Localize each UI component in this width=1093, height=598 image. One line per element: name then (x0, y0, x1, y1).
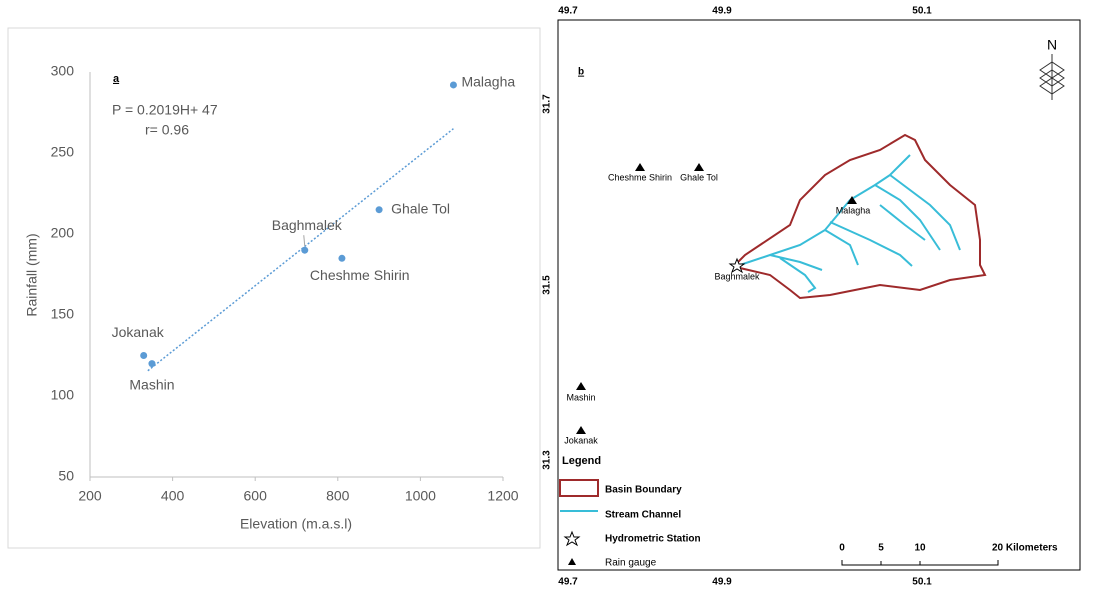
legend: Legend Basin Boundary Stream Channel Hyd… (559, 455, 701, 569)
legend-swatch (568, 558, 576, 565)
scale-line (841, 560, 999, 566)
scale-label: 20 Kilometers (992, 543, 1058, 554)
gauge-label: Jokanak (564, 435, 598, 445)
scale-bar: 0 5 10 20 Kilometers (839, 543, 1058, 566)
gauge (635, 163, 645, 171)
point (140, 352, 148, 359)
scale-label: 5 (878, 543, 884, 554)
x-tick-label: 1000 (405, 488, 436, 504)
point (449, 81, 457, 89)
gauge (576, 426, 586, 434)
y-tick-label: 50 (58, 468, 74, 484)
x-axis-title: Elevation (m.a.s.l) (240, 516, 352, 532)
legend-title: Legend (562, 455, 601, 467)
y-axis-title: Rainfall (mm) (24, 233, 40, 316)
correlation: r= 0.96 (145, 122, 189, 138)
gauge (576, 382, 586, 390)
lon-label: 49.7 (558, 6, 578, 17)
chart-frame (7, 27, 541, 549)
equation: P = 0.2019H+ 47 (112, 102, 218, 118)
hydrometric-station (728, 257, 746, 274)
scale-label: 0 (839, 543, 845, 554)
map-panel: b 49.7 49.9 50.1 49.7 49.9 50.1 31.7 31.… (542, 6, 1081, 588)
point (375, 206, 383, 214)
north-arrow: N (1039, 37, 1065, 100)
stream (736, 199, 851, 267)
stream (879, 204, 926, 241)
lat-label: 31.7 (542, 94, 553, 114)
panel-label: a (113, 73, 120, 85)
scatter-panel: a P = 0.2019H+ 47 r= 0.96 Elevation (m.a… (7, 27, 541, 549)
x-tick-label: 600 (244, 488, 268, 504)
y-tick-label: 300 (51, 63, 75, 79)
lon-label: 49.9 (712, 6, 732, 17)
gauge (694, 163, 704, 171)
x-tick-label: 200 (78, 488, 102, 504)
lon-label: 49.7 (558, 577, 578, 588)
legend-label: Basin Boundary (605, 485, 682, 496)
y-tick-label: 250 (51, 144, 75, 160)
gauge-label: Ghale Tol (680, 172, 718, 182)
lon-label: 50.1 (912, 577, 932, 588)
stream (874, 184, 941, 251)
point-label: Jokanak (112, 324, 165, 340)
leader (303, 235, 306, 247)
point (338, 254, 346, 262)
stream (829, 221, 913, 267)
point (301, 246, 309, 254)
point-label: Ghale Tol (391, 200, 450, 216)
trendline (147, 128, 454, 372)
point-label: Mashin (129, 376, 174, 392)
legend-swatch (563, 530, 581, 547)
x-tick-label: 1200 (487, 488, 518, 504)
stream (824, 229, 859, 266)
point (148, 360, 156, 368)
scale-label: 10 (914, 543, 926, 554)
panel-label: b (578, 67, 584, 78)
gauge (847, 196, 857, 204)
gauge-label: Baghmalek (714, 271, 760, 281)
stream (769, 254, 823, 271)
x-tick-label: 400 (161, 488, 185, 504)
legend-label: Hydrometric Station (605, 534, 701, 545)
basin-boundary (733, 133, 987, 300)
lon-label: 50.1 (912, 6, 932, 17)
map-frame (557, 19, 1081, 571)
legend-label: Stream Channel (605, 510, 681, 521)
stream (889, 174, 961, 251)
x-tick-label: 800 (326, 488, 350, 504)
lat-label: 31.3 (542, 450, 553, 470)
point-label: Baghmalek (272, 217, 343, 233)
lon-label: 49.9 (712, 577, 732, 588)
point-label: Cheshme Shirin (310, 267, 410, 283)
y-tick-label: 100 (51, 387, 75, 403)
north-symbol (1039, 54, 1065, 100)
rain-gauges (576, 163, 857, 434)
y-tick-label: 200 (51, 225, 75, 241)
legend-label: Rain gauge (605, 558, 657, 569)
gauge-label: Malagha (836, 205, 871, 215)
lat-label: 31.5 (542, 275, 553, 295)
gauge-label: Mashin (566, 392, 595, 402)
gauge-label: Cheshme Shirin (608, 172, 672, 182)
y-tick-label: 150 (51, 306, 75, 322)
north-label: N (1047, 37, 1057, 53)
point-label: Malagha (461, 74, 515, 90)
legend-swatch (559, 479, 599, 497)
streams (736, 154, 961, 293)
stream (779, 257, 817, 293)
